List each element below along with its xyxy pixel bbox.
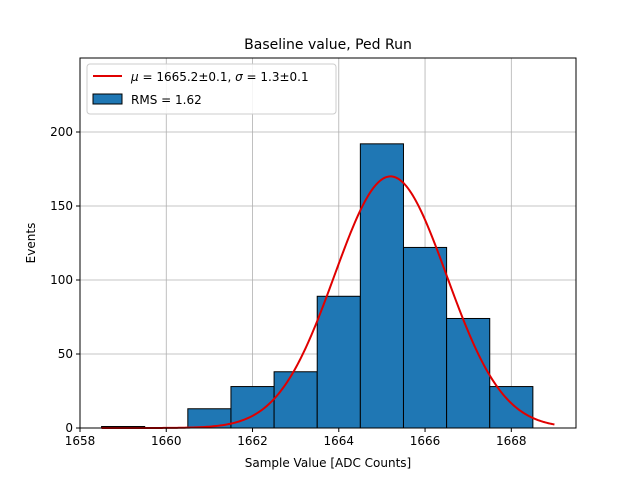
legend-sigma-symbol: σ (235, 70, 243, 84)
legend-histogram-label: RMS = 1.62 (131, 93, 202, 107)
grid-lines (79, 58, 576, 429)
histogram-bar (446, 317, 491, 429)
chart-title: Baseline value, Ped Run (244, 37, 412, 53)
legend-mu-value: = 1665.2±0.1, (139, 70, 235, 84)
legend-box (86, 63, 337, 115)
x-axis-label: Sample Value [ADC Counts] (245, 456, 411, 470)
legend-histogram-swatch (92, 93, 123, 105)
y-tick-label: 50 (58, 347, 73, 361)
x-tick-label: 1664 (324, 434, 355, 448)
y-tick-label: 0 (65, 421, 73, 435)
x-tick-label: 1666 (410, 434, 441, 448)
x-tick-label: 1660 (151, 434, 182, 448)
histogram-bar (489, 386, 534, 429)
x-tick-label: 1658 (65, 434, 96, 448)
x-tick-label: 1662 (237, 434, 268, 448)
legend-sigma-value: = 1.3±0.1 (243, 70, 309, 84)
legend: μ = 1665.2±0.1, σ = 1.3±0.1 RMS = 1.62 (86, 63, 337, 115)
legend-mu-symbol: μ (130, 70, 139, 84)
y-axis-label: Events (24, 223, 38, 264)
histogram-bar (273, 371, 318, 429)
histogram-bar (316, 295, 361, 429)
x-tick-label: 1668 (496, 434, 527, 448)
y-axis-ticks: 0 50 100 150 200 (50, 125, 80, 435)
histogram-bar (359, 143, 404, 429)
plot-area-frame (79, 57, 577, 429)
y-tick-label: 150 (50, 199, 73, 213)
legend-fit-label: μ = 1665.2±0.1, σ = 1.3±0.1 (130, 70, 309, 84)
x-axis-ticks: 1658 1660 1662 1664 1666 1668 (65, 428, 527, 448)
histogram-bar (402, 246, 448, 429)
y-tick-label: 100 (50, 273, 73, 287)
y-tick-label: 200 (50, 125, 73, 139)
